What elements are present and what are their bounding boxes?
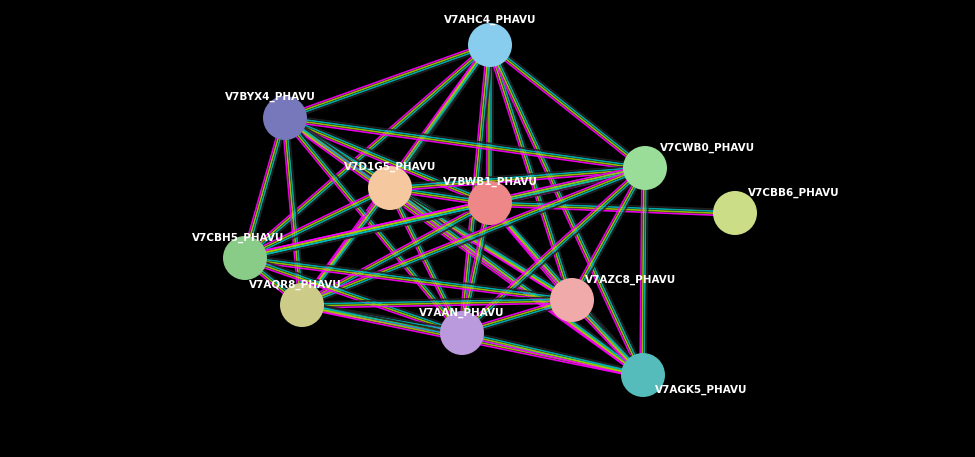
Text: V7AQR8_PHAVU: V7AQR8_PHAVU bbox=[249, 280, 341, 290]
Circle shape bbox=[440, 311, 484, 355]
Circle shape bbox=[263, 96, 307, 140]
Circle shape bbox=[713, 191, 757, 235]
Text: V7AGK5_PHAVU: V7AGK5_PHAVU bbox=[655, 385, 748, 395]
Text: V7D1G5_PHAVU: V7D1G5_PHAVU bbox=[344, 162, 436, 172]
Circle shape bbox=[550, 278, 594, 322]
Text: V7BYX4_PHAVU: V7BYX4_PHAVU bbox=[224, 92, 316, 102]
Text: V7BWB1_PHAVU: V7BWB1_PHAVU bbox=[443, 177, 537, 187]
Text: V7AAN_PHAVU: V7AAN_PHAVU bbox=[419, 308, 505, 318]
Circle shape bbox=[621, 353, 665, 397]
Text: V7AZC8_PHAVU: V7AZC8_PHAVU bbox=[585, 275, 677, 285]
Circle shape bbox=[623, 146, 667, 190]
Circle shape bbox=[280, 283, 324, 327]
Circle shape bbox=[368, 166, 412, 210]
Circle shape bbox=[223, 236, 267, 280]
Text: V7CWB0_PHAVU: V7CWB0_PHAVU bbox=[660, 143, 755, 153]
Text: V7CBH5_PHAVU: V7CBH5_PHAVU bbox=[192, 233, 284, 243]
Text: V7AHC4_PHAVU: V7AHC4_PHAVU bbox=[444, 15, 536, 25]
Circle shape bbox=[468, 181, 512, 225]
Circle shape bbox=[468, 23, 512, 67]
Text: V7CBB6_PHAVU: V7CBB6_PHAVU bbox=[748, 188, 839, 198]
